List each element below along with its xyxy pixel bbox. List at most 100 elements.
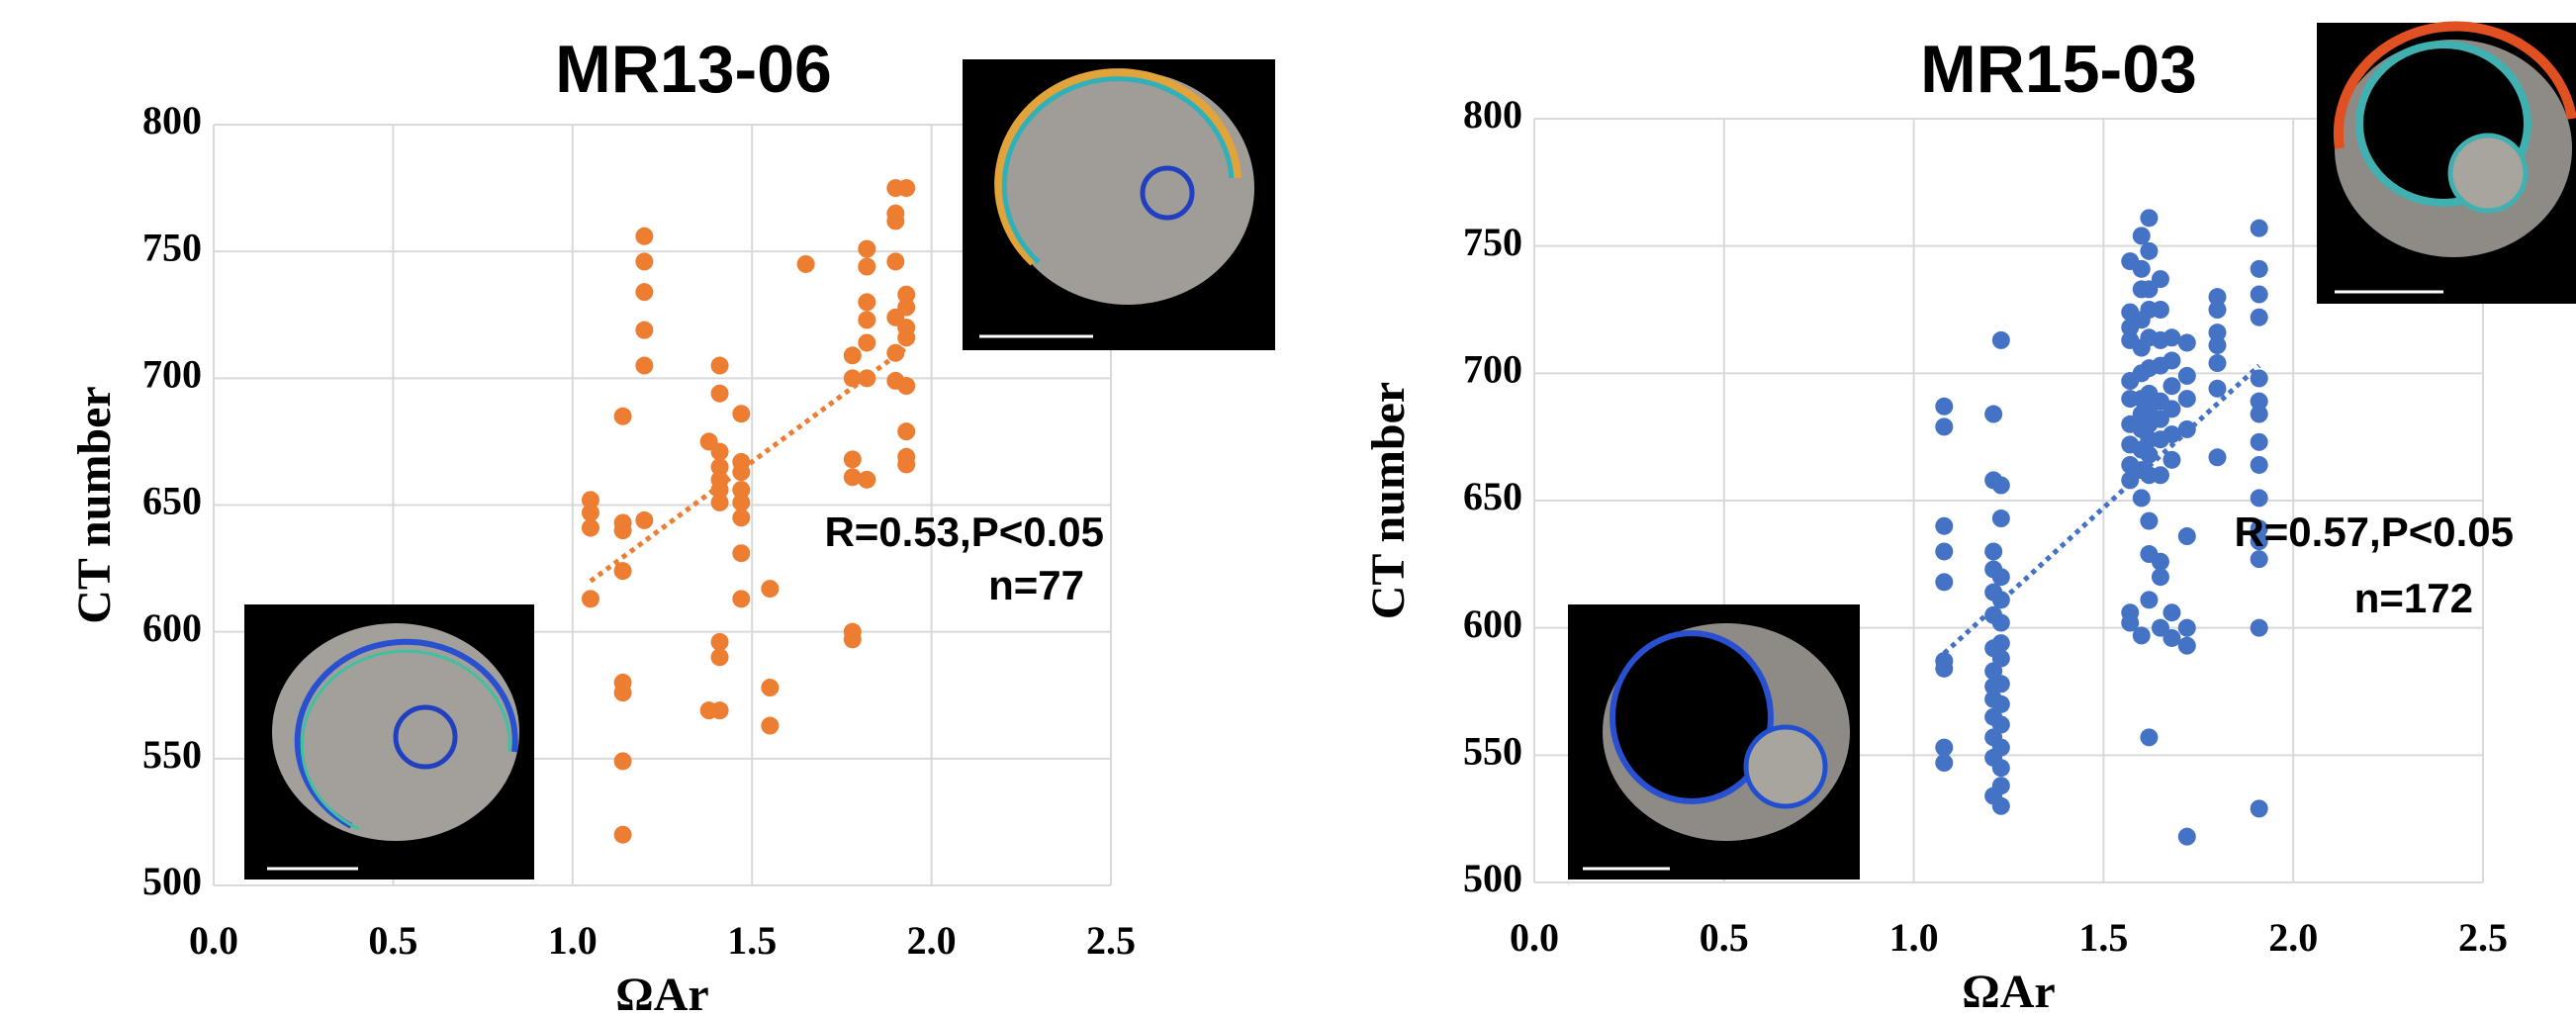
annotation: n=77 [988, 562, 1084, 608]
data-point [711, 701, 729, 719]
data-point [2251, 619, 2268, 637]
data-point [1992, 331, 2010, 349]
data-point [844, 346, 862, 364]
x-tick-label: 1.5 [727, 918, 777, 963]
data-point [635, 283, 653, 301]
data-point [614, 521, 632, 539]
data-point [897, 422, 915, 440]
data-point [1935, 517, 1953, 535]
data-point [1984, 542, 2002, 560]
data-point [1992, 777, 2010, 794]
data-point [2251, 260, 2268, 278]
data-point [732, 544, 750, 562]
y-axis-label: CT number [68, 386, 121, 624]
data-point [635, 511, 653, 529]
data-point [2152, 466, 2169, 484]
data-point [2251, 799, 2268, 817]
data-point [2140, 512, 2158, 530]
data-point [858, 471, 875, 489]
data-point [2140, 591, 2158, 608]
data-point [1992, 739, 2010, 757]
data-point [2251, 220, 2268, 237]
data-point [711, 385, 729, 403]
data-point [1935, 660, 1953, 678]
data-point [614, 752, 632, 770]
data-point [844, 630, 862, 648]
data-point [2178, 390, 2196, 408]
data-point [858, 369, 875, 387]
y-tick-label: 600 [142, 605, 202, 650]
x-tick-label: 1.0 [1889, 915, 1939, 960]
x-tick-label: 0.0 [189, 918, 238, 963]
y-tick-label: 500 [1463, 856, 1522, 900]
page: {"chart_data": [ {"type": "scatter", "ti… [0, 0, 2576, 1018]
data-point [2251, 433, 2268, 451]
inset-image [1568, 604, 1860, 879]
data-point [2208, 336, 2226, 354]
data-point [897, 179, 915, 197]
data-point [1992, 797, 2010, 815]
x-tick-label: 0.5 [1700, 915, 1749, 960]
data-point [1935, 398, 1953, 416]
y-tick-label: 650 [1463, 474, 1522, 518]
data-point [2162, 377, 2180, 395]
data-point [635, 228, 653, 245]
data-point [2152, 568, 2169, 586]
data-point [2251, 489, 2268, 507]
data-point [1992, 614, 2010, 632]
data-point [582, 590, 599, 607]
data-point [2133, 227, 2151, 244]
data-point [2140, 242, 2158, 260]
data-point [2133, 626, 2151, 644]
y-tick-label: 550 [142, 732, 202, 777]
data-point [1992, 509, 2010, 527]
data-point [886, 252, 904, 270]
data-point [2140, 209, 2158, 227]
data-point [732, 590, 750, 607]
data-point [614, 408, 632, 425]
data-point [614, 826, 632, 844]
y-tick-label: 550 [1463, 729, 1522, 774]
data-point [2208, 448, 2226, 466]
data-point [711, 443, 729, 461]
chart-title: MR15-03 [1920, 32, 2197, 107]
x-tick-label: 0.0 [1510, 915, 1559, 960]
inset-image [963, 59, 1275, 350]
data-point [2251, 309, 2268, 326]
x-tick-label: 1.0 [548, 918, 598, 963]
data-point [2162, 351, 2180, 369]
y-tick-label: 750 [142, 225, 202, 269]
x-axis-label: ΩAr [1962, 966, 2055, 1018]
data-point [1992, 477, 2010, 495]
data-point [2251, 286, 2268, 304]
data-point [711, 494, 729, 511]
data-point [2140, 728, 2158, 746]
data-point [2140, 446, 2158, 464]
x-tick-label: 2.5 [2458, 915, 2508, 960]
data-point [858, 333, 875, 351]
data-point [635, 322, 653, 339]
y-tick-label: 500 [142, 859, 202, 903]
data-point [2178, 828, 2196, 846]
data-point [858, 311, 875, 328]
figure: 5005506006507007508000.00.51.01.52.02.5M… [0, 0, 2576, 1018]
data-point [582, 504, 599, 521]
data-point [614, 684, 632, 701]
data-point [2162, 400, 2180, 417]
annotation: R=0.53,P<0.05 [824, 509, 1104, 555]
data-point [635, 252, 653, 270]
y-axis-label: CT number [1362, 382, 1415, 620]
data-point [897, 328, 915, 346]
data-point [2162, 629, 2180, 647]
x-tick-label: 1.5 [2078, 915, 2128, 960]
data-point [732, 494, 750, 511]
data-point [2178, 619, 2196, 637]
data-point [897, 455, 915, 473]
data-point [1935, 754, 1953, 772]
data-point [2251, 456, 2268, 474]
x-tick-label: 2.0 [2268, 915, 2318, 960]
data-point [858, 240, 875, 258]
data-point [2152, 301, 2169, 319]
data-point [1992, 675, 2010, 693]
data-point [897, 377, 915, 395]
